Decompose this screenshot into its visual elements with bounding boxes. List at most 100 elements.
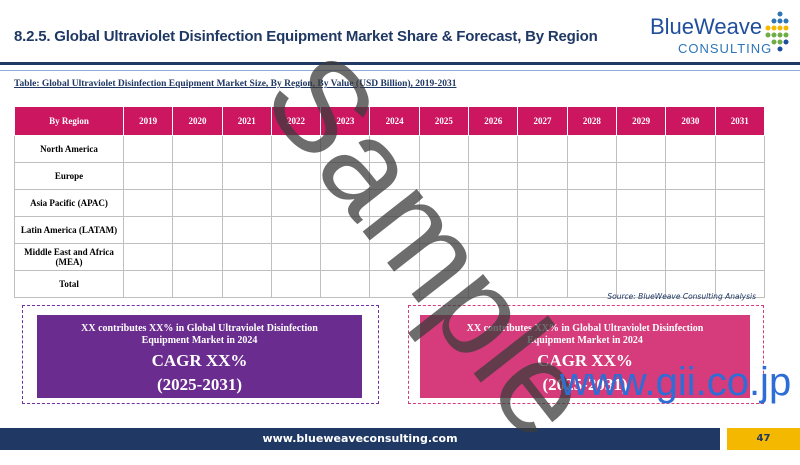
table-row: North America	[14, 135, 766, 163]
empty-cell	[665, 243, 716, 271]
empty-cell	[221, 270, 272, 298]
empty-cell	[566, 189, 617, 217]
box-text: XX contributes XX% in Global Ultraviolet…	[466, 323, 704, 346]
empty-cell	[665, 270, 716, 298]
empty-cell	[615, 135, 667, 163]
empty-cell	[320, 135, 371, 163]
empty-cell	[615, 243, 667, 271]
column-header: 2020	[172, 106, 223, 136]
row-label: Total	[14, 270, 124, 298]
empty-cell	[418, 162, 470, 190]
empty-cell	[714, 270, 766, 298]
empty-cell	[270, 216, 322, 244]
column-header: 2030	[665, 106, 716, 136]
empty-cell	[172, 135, 223, 163]
logo-name: BlueWeave	[650, 14, 763, 39]
source-note: Source: BlueWeave Consulting Analysis	[607, 292, 756, 301]
empty-cell	[221, 216, 272, 244]
empty-cell	[566, 162, 617, 190]
box-cagr: CAGR XX%	[151, 351, 248, 370]
empty-cell	[566, 243, 617, 271]
empty-cell	[615, 189, 667, 217]
page-number: 47	[727, 428, 800, 450]
column-header: 2021	[221, 106, 272, 136]
empty-cell	[418, 135, 470, 163]
empty-cell	[714, 162, 766, 190]
box-text: XX contributes XX% in Global Ultraviolet…	[81, 323, 318, 346]
empty-cell	[517, 189, 568, 217]
empty-cell	[122, 162, 174, 190]
empty-cell	[270, 162, 322, 190]
column-header: 2019	[122, 106, 174, 136]
empty-cell	[122, 243, 174, 271]
column-header: 2023	[320, 106, 371, 136]
empty-cell	[270, 270, 322, 298]
empty-cell	[566, 216, 617, 244]
empty-cell	[221, 162, 272, 190]
empty-cell	[270, 243, 322, 271]
empty-cell	[221, 135, 272, 163]
empty-cell	[665, 162, 716, 190]
empty-cell	[615, 216, 667, 244]
header-row: By Region 2019 2020 2021 2022 2023 2024 2025 202…	[14, 106, 766, 136]
column-header: 2025	[418, 106, 470, 136]
empty-cell	[517, 216, 568, 244]
empty-cell	[172, 216, 223, 244]
empty-cell	[615, 162, 667, 190]
empty-cell	[369, 270, 420, 298]
empty-cell	[320, 189, 371, 217]
empty-cell	[517, 270, 568, 298]
empty-cell	[122, 216, 174, 244]
table-row: Total	[14, 270, 766, 298]
empty-cell	[122, 135, 174, 163]
empty-cell	[517, 135, 568, 163]
empty-cell	[270, 135, 322, 163]
box-period: (2025-2031)	[157, 375, 242, 394]
empty-cell	[517, 162, 568, 190]
row-label: Middle East and Africa (MEA)	[14, 243, 124, 271]
column-header: 2031	[714, 106, 766, 136]
row-label: North America	[14, 135, 124, 163]
empty-cell	[172, 162, 223, 190]
empty-cell	[714, 243, 766, 271]
highlight-box: XX contributes XX% in Global Ultraviolet…	[420, 315, 750, 398]
slide-title: 8.2.5. Global Ultraviolet Disinfection E…	[14, 28, 598, 45]
row-label: Asia Pacific (APAC)	[14, 189, 124, 217]
empty-cell	[172, 189, 223, 217]
column-header: 2027	[517, 106, 568, 136]
empty-cell	[665, 216, 716, 244]
column-header: By Region	[14, 106, 124, 136]
column-header: 2024	[369, 106, 420, 136]
empty-cell	[221, 243, 272, 271]
empty-cell	[320, 270, 371, 298]
row-label: Latin America (LATAM)	[14, 216, 124, 244]
empty-cell	[714, 189, 766, 217]
box-frame	[22, 305, 379, 404]
column-header: 2029	[615, 106, 667, 136]
row-label: Europe	[14, 162, 124, 190]
empty-cell	[369, 189, 420, 217]
slide: {"header": {"title": "8.2.5. Global Ultr…	[0, 11, 800, 464]
empty-cell	[122, 189, 174, 217]
empty-cell	[172, 270, 223, 298]
empty-cell	[665, 189, 716, 217]
header-rule	[0, 62, 800, 65]
logo-icon	[765, 11, 789, 52]
data-table: By Region 2019 2020 2021 2022 2023 2024 2025 202…	[14, 106, 766, 298]
column-header: 2022	[270, 106, 322, 136]
highlight-box: XX contributes XX% in Global Ultraviolet…	[37, 315, 362, 398]
box-frame	[408, 305, 764, 404]
box-period: (2025-2031)	[542, 375, 628, 394]
empty-cell	[122, 270, 174, 298]
table-caption: Table: Global Ultraviolet Disinfection E…	[14, 79, 457, 89]
empty-cell	[468, 135, 519, 163]
header-rule	[0, 70, 800, 71]
watermark: www.gii.co.jp	[560, 360, 792, 404]
empty-cell	[714, 216, 766, 244]
empty-cell	[615, 270, 667, 298]
empty-cell	[221, 189, 272, 217]
empty-cell	[468, 270, 519, 298]
empty-cell	[172, 243, 223, 271]
empty-cell	[714, 135, 766, 163]
column-header: 2028	[566, 106, 617, 136]
